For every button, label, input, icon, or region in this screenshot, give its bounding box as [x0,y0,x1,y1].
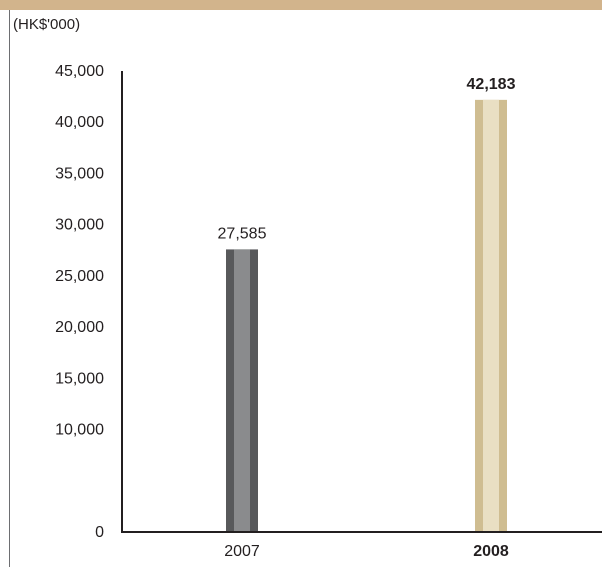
bar-2007-highlight [234,249,250,533]
y-tick-label: 25,000 [55,268,104,285]
x-tick-label-2008: 2008 [473,543,509,560]
x-axis: 2007 2008 [121,531,602,560]
y-tick-label: 35,000 [55,165,104,182]
bars: 27,585 42,183 [218,76,516,533]
y-axis: 0 10,000 15,000 20,000 25,000 30,000 35,000 40,… [55,63,123,541]
x-tick-label-2007: 2007 [224,543,260,560]
y-tick-label: 45,000 [55,63,104,80]
y-tick-label: 40,000 [55,114,104,131]
y-tick-label: 20,000 [55,319,104,336]
left-border-rule [9,10,10,567]
y-tick-label: 0 [95,524,104,541]
header-band [0,0,602,10]
y-tick-label: 30,000 [55,217,104,234]
data-label-2008: 42,183 [467,76,516,93]
bar-2008-highlight [483,99,499,533]
data-label-2007: 27,585 [218,225,267,242]
y-tick-label: 15,000 [55,370,104,387]
unit-label: (HK$'000) [13,16,81,33]
y-tick-label: 10,000 [55,422,104,439]
